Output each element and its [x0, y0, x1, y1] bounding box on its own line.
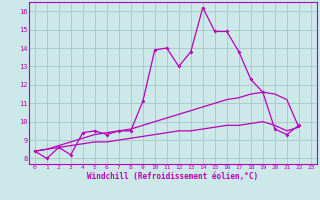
X-axis label: Windchill (Refroidissement éolien,°C): Windchill (Refroidissement éolien,°C): [87, 172, 258, 181]
